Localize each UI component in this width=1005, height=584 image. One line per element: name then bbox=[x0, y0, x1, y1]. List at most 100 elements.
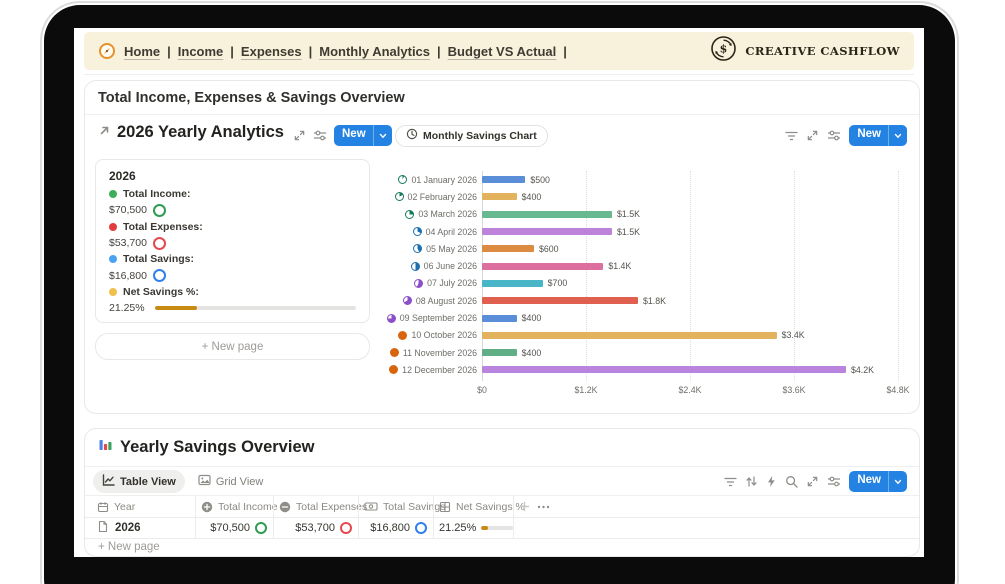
new-page-button[interactable]: + New page bbox=[95, 333, 370, 360]
chart-bar-zone: $600 bbox=[482, 244, 903, 254]
column-header-total-savings[interactable]: Total Savings bbox=[364, 496, 445, 517]
chart-bar[interactable] bbox=[482, 210, 612, 218]
stat-row: Net Savings %: bbox=[109, 284, 356, 300]
nav-link-expenses[interactable]: Expenses bbox=[240, 43, 302, 59]
net-savings-cell[interactable]: 21.25% bbox=[433, 518, 513, 538]
table-toolbar: New bbox=[724, 471, 907, 492]
more-options-icon[interactable] bbox=[537, 496, 550, 517]
section-heading: Total Income, Expenses & Savings Overvie… bbox=[98, 90, 405, 106]
x-tick-label: $3.6K bbox=[782, 385, 806, 395]
add-column-button[interactable] bbox=[519, 496, 530, 517]
chevron-down-icon[interactable] bbox=[889, 471, 907, 492]
chart-row: 10 October 2026 $3.4K bbox=[385, 327, 909, 344]
month-pie-icon bbox=[405, 209, 415, 219]
sliders-icon[interactable] bbox=[827, 129, 841, 142]
chart-bar[interactable] bbox=[482, 331, 777, 339]
chart-gridline bbox=[482, 171, 483, 381]
nav-link-monthly-analytics[interactable]: Monthly Analytics bbox=[319, 43, 431, 59]
chart-value-label: $3.4K bbox=[781, 330, 805, 341]
filter-icon[interactable] bbox=[785, 130, 798, 142]
expand-icon[interactable] bbox=[806, 475, 819, 488]
tab-table-view[interactable]: Table View bbox=[93, 470, 185, 493]
new-button-label: New bbox=[857, 128, 881, 140]
month-pie-icon bbox=[394, 192, 404, 202]
column-header-year[interactable]: Year bbox=[97, 496, 135, 517]
sort-icon[interactable] bbox=[745, 475, 758, 488]
new-page-button[interactable]: + New page bbox=[98, 541, 160, 553]
expenses-ring-icon bbox=[340, 522, 352, 534]
chart-category-label: 03 March 2026 bbox=[418, 209, 477, 220]
chart-bar[interactable] bbox=[482, 314, 517, 322]
column-header-net-savings-[interactable]: Net Savings % bbox=[439, 496, 525, 517]
svg-text:$: $ bbox=[720, 43, 728, 56]
chart-gridline bbox=[690, 171, 691, 381]
analytics-title[interactable]: 2026 Yearly Analytics bbox=[117, 123, 284, 141]
savings-ring-icon bbox=[415, 522, 427, 534]
x-tick-label: $2.4K bbox=[678, 385, 702, 395]
chart-row: 02 February 2026 $400 bbox=[385, 188, 909, 205]
chart-bar-zone: $3.4K bbox=[482, 330, 903, 340]
zap-icon[interactable] bbox=[766, 475, 777, 488]
stat-card-year: 2026 bbox=[109, 169, 136, 183]
net-savings-value: 21.25% bbox=[439, 522, 477, 534]
stat-label: Total Income: bbox=[123, 188, 191, 201]
tab-label: Grid View bbox=[215, 475, 264, 488]
chart-value-label: $4.2K bbox=[851, 364, 874, 375]
income-cell[interactable]: $70,500 bbox=[195, 518, 273, 538]
chart-row: 05 May 2026 $600 bbox=[385, 240, 909, 257]
stat-row: $70,500 bbox=[109, 202, 356, 218]
sliders-icon[interactable] bbox=[313, 129, 327, 142]
stat-row: 21.25% bbox=[109, 300, 356, 316]
chart-tab-chip[interactable]: Monthly Savings Chart bbox=[395, 125, 548, 147]
chart-category-label: 05 May 2026 bbox=[426, 243, 477, 254]
nav-separator: | bbox=[563, 43, 567, 59]
stat-rows: Total Income: $70,500 Total Expenses: $53,7… bbox=[109, 186, 356, 316]
table-row[interactable]: 2026 $70,500 $53,700 $16,800 bbox=[85, 517, 919, 539]
sliders-icon[interactable] bbox=[827, 475, 841, 488]
column-header-total-expenses[interactable]: Total Expenses bbox=[279, 496, 367, 517]
new-button[interactable]: New bbox=[849, 125, 907, 146]
year-stat-card[interactable]: 2026 Total Income: $70,500 Total Expenses:… bbox=[95, 159, 370, 323]
chart-bar[interactable] bbox=[482, 349, 517, 357]
banknote-icon bbox=[364, 501, 378, 512]
chart-row: 08 August 2026 $1.8K bbox=[385, 292, 909, 309]
chart-bar[interactable] bbox=[482, 245, 534, 253]
chart-bar-zone: $400 bbox=[482, 192, 903, 202]
chart-bar[interactable] bbox=[482, 176, 526, 184]
new-button[interactable]: New bbox=[849, 471, 907, 492]
expand-icon[interactable] bbox=[806, 129, 819, 142]
chart-bar[interactable] bbox=[482, 366, 846, 374]
stat-value: 21.25% bbox=[109, 302, 145, 315]
table-section-title[interactable]: Yearly Savings Overview bbox=[120, 437, 315, 456]
column-header-total-income[interactable]: Total Income bbox=[201, 496, 278, 517]
chevron-down-icon[interactable] bbox=[374, 125, 392, 146]
chart-bar[interactable] bbox=[482, 279, 543, 287]
month-pie-icon bbox=[412, 227, 422, 237]
chevron-down-icon[interactable] bbox=[889, 125, 907, 146]
tab-grid-view[interactable]: Grid View bbox=[189, 470, 272, 493]
chart-bar[interactable] bbox=[482, 262, 604, 270]
stat-value: $16,800 bbox=[109, 269, 147, 282]
chart-category-label: 02 February 2026 bbox=[407, 191, 477, 202]
app-screen: Home | Income | Expenses | Monthly Analytics | B… bbox=[74, 28, 924, 557]
chart-category-label: 10 October 2026 bbox=[411, 330, 477, 341]
new-button[interactable]: New bbox=[334, 125, 392, 146]
expand-icon[interactable] bbox=[293, 129, 306, 142]
chart-bar-zone: $400 bbox=[482, 348, 903, 358]
year-cell[interactable]: 2026 bbox=[97, 518, 141, 538]
nav-link-income[interactable]: Income bbox=[177, 43, 224, 59]
nav-link-budget-vs-actual[interactable]: Budget VS Actual bbox=[447, 43, 557, 59]
savings-cell[interactable]: $16,800 bbox=[358, 518, 433, 538]
chart-row: 04 April 2026 $1.5K bbox=[385, 223, 909, 240]
chart-bar[interactable] bbox=[482, 297, 638, 305]
nav-link-home[interactable]: Home bbox=[124, 43, 161, 59]
chart-bar-zone: $1.8K bbox=[482, 296, 903, 306]
chart-bar[interactable] bbox=[482, 228, 612, 236]
chart-bar[interactable] bbox=[482, 193, 517, 201]
chart-category-label: 11 November 2026 bbox=[402, 347, 477, 358]
tabs-divider bbox=[85, 495, 919, 496]
filter-icon[interactable] bbox=[724, 476, 737, 488]
expenses-cell[interactable]: $53,700 bbox=[273, 518, 358, 538]
stat-label: Net Savings %: bbox=[123, 285, 199, 298]
search-icon[interactable] bbox=[785, 475, 798, 488]
